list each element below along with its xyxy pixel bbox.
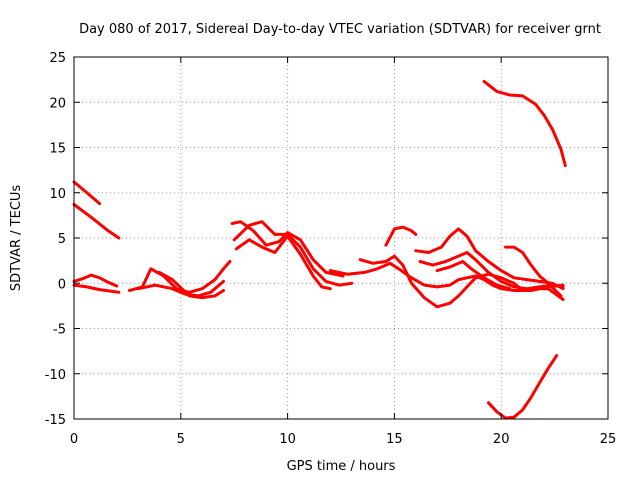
series-line-s6	[136, 279, 225, 298]
series-line-s12	[358, 254, 565, 309]
chart-title: Day 080 of 2017, Sidereal Day-to-day VTE…	[79, 22, 601, 37]
y-tick-label: 10	[49, 187, 66, 202]
x-tick-label: 0	[70, 432, 78, 447]
x-axis-title: GPS time / hours	[287, 459, 396, 474]
y-axis-title: SDTVAR / TECUs	[9, 185, 24, 292]
grid-lines	[74, 57, 608, 419]
series-line-s13	[384, 225, 418, 247]
series-line-s2	[72, 203, 121, 240]
series-line-s7	[157, 270, 225, 300]
series-line-s17	[504, 245, 563, 298]
series-line-s1	[72, 180, 102, 206]
series-line-s14	[414, 227, 565, 291]
axis-ticks: 0 5 10 15 20 25 -15 -10 -5 0 5 10 15 20 25	[45, 51, 617, 447]
series-line-s19	[486, 354, 559, 420]
series-line-s10	[234, 234, 332, 291]
series-line-s11	[328, 261, 565, 292]
y-tick-label: 25	[49, 51, 66, 66]
series-line-s3	[72, 273, 119, 288]
y-tick-label: 20	[49, 96, 66, 111]
series-line-s16	[435, 260, 512, 291]
y-tick-label: -15	[45, 413, 66, 428]
data-series	[72, 79, 567, 420]
y-tick-label: 0	[58, 277, 66, 292]
x-tick-label: 5	[177, 432, 185, 447]
y-tick-label: -10	[45, 368, 66, 383]
x-tick-label: 25	[600, 432, 617, 447]
y-tick-label: 15	[49, 142, 66, 157]
series-line-s18	[482, 79, 567, 168]
series-line-s9	[232, 220, 354, 287]
x-tick-label: 15	[386, 432, 403, 447]
x-tick-label: 10	[279, 432, 296, 447]
y-tick-label: -5	[53, 323, 66, 338]
series-line-s4	[72, 283, 121, 294]
x-tick-label: 20	[493, 432, 510, 447]
y-tick-label: 5	[58, 232, 66, 247]
series-line-s15	[418, 251, 565, 291]
